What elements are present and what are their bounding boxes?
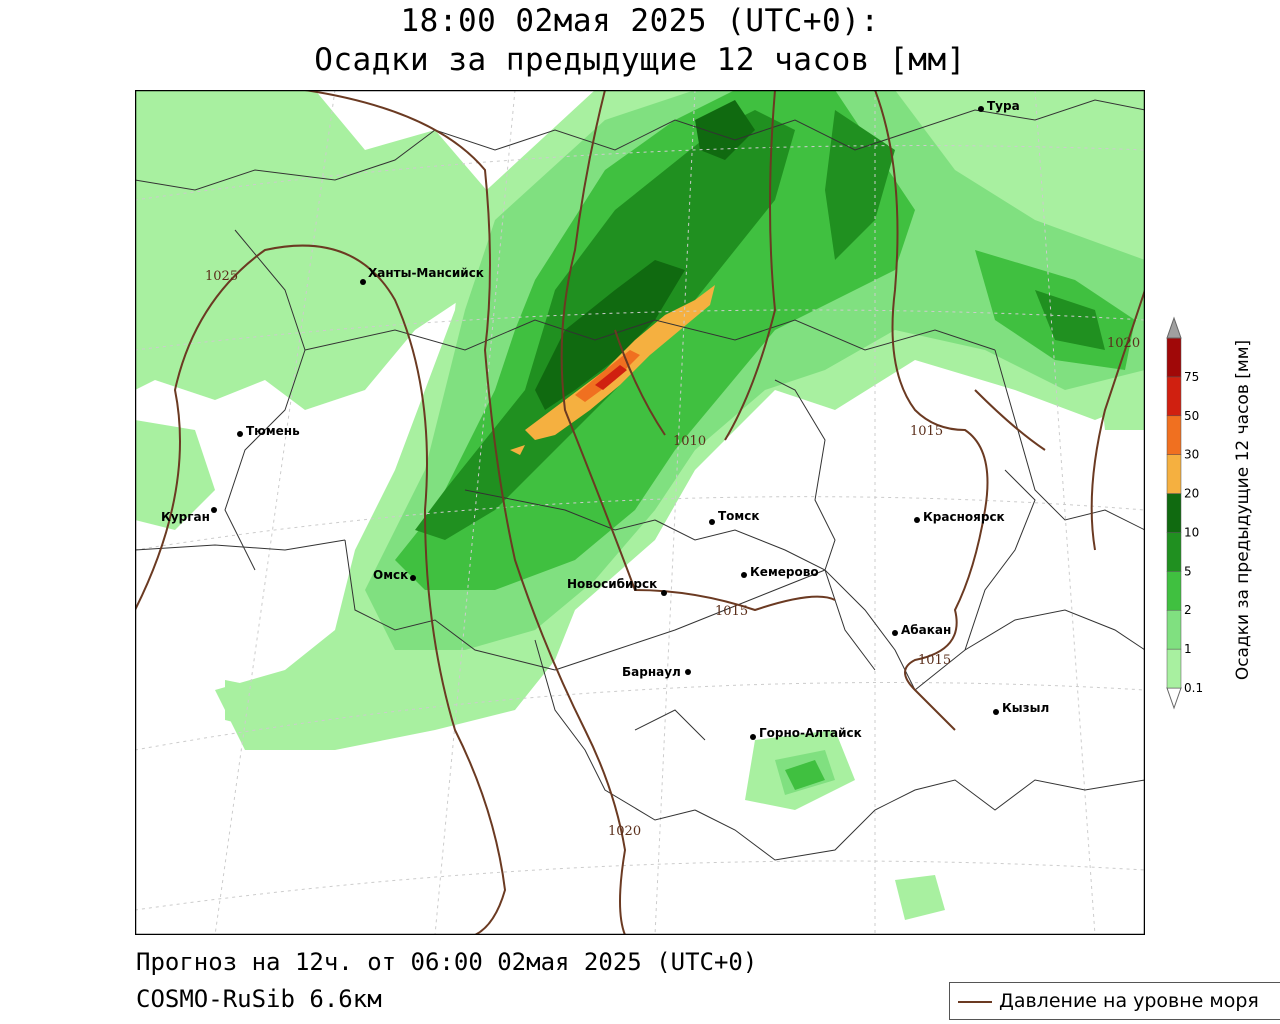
colorbar-band [1166, 337, 1182, 378]
colorbar-tick-label: 1 [1184, 642, 1192, 656]
forecast-info: Прогноз на 12ч. от 06:00 02мая 2025 (UTC… [136, 948, 758, 976]
city-dot [237, 431, 243, 437]
colorbar-band [1166, 454, 1182, 494]
colorbar-band [1166, 648, 1182, 689]
city-label-tura: Тура [987, 99, 1020, 113]
colorbar-tick-label: 20 [1184, 487, 1199, 501]
city-label-kyzyl: Кызыл [1002, 701, 1049, 715]
city-label-novosibirsk: Новосибирск [567, 577, 657, 591]
isobar-label: 1020 [1107, 336, 1140, 351]
map-title-time: 18:00 02мая 2025 (UTC+0): [400, 3, 880, 39]
city-label-kurgan: Курган [161, 510, 210, 524]
isobars [135, 90, 1145, 935]
city-dot [709, 519, 715, 525]
pressure-legend: Давление на уровне моря [949, 982, 1280, 1020]
precipitation-colorbar: 0.1 1 2 5 10 20 30 50 75 [1166, 316, 1203, 710]
city-markers [211, 106, 999, 740]
pressure-legend-label: Давление на уровне моря [999, 990, 1259, 1012]
colorbar-tick-label: 10 [1184, 525, 1199, 539]
city-labels: Тура Ханты-Мансийск Тюмень Курган Омск Т… [161, 99, 1049, 740]
colorbar-band [1166, 571, 1182, 611]
city-dot [685, 669, 691, 675]
city-dot [741, 572, 747, 578]
colorbar-band [1166, 532, 1182, 572]
isobar-label: 1010 [673, 434, 706, 449]
colorbar-tick-label: 5 [1184, 564, 1192, 578]
colorbar-segments [1166, 316, 1182, 710]
map-title-variable: Осадки за предыдущие 12 часов [мм] [314, 42, 966, 78]
isobar-label: 1025 [205, 269, 238, 284]
colorbar-band [1166, 415, 1182, 455]
city-dot [211, 507, 217, 513]
colorbar-ticks: 0.1 1 2 5 10 20 30 50 75 [1184, 370, 1203, 695]
city-label-khanty-mansiysk: Ханты-Мансийск [368, 266, 484, 280]
city-dot [993, 709, 999, 715]
model-name: COSMO-RuSib 6.6км [136, 985, 382, 1013]
colorbar-tick-label: 2 [1184, 603, 1192, 617]
city-label-kemerovo: Кемерово [750, 565, 819, 579]
city-label-omsk: Омск [373, 568, 408, 582]
graticule [135, 90, 1145, 935]
city-label-tyumen: Тюмень [246, 424, 300, 438]
city-dot [978, 106, 984, 112]
isobar-label: 1015 [910, 424, 943, 439]
colorbar-tick-label: 0.1 [1184, 681, 1203, 695]
city-label-gorno-altaysk: Горно-Алтайск [759, 726, 862, 740]
map-frame [135, 90, 1145, 935]
city-dot [661, 590, 667, 596]
isobar-label: 1015 [918, 653, 951, 668]
colorbar-under-triangle [1166, 687, 1182, 710]
colorbar-tick-label: 30 [1184, 448, 1199, 462]
colorbar-tick-label: 75 [1184, 370, 1199, 384]
city-dot [410, 575, 416, 581]
colorbar-band [1166, 493, 1182, 533]
city-dot [892, 630, 898, 636]
colorbar-band [1166, 609, 1182, 650]
isobar-label: 1020 [608, 824, 641, 839]
city-dot [360, 279, 366, 285]
city-label-krasnoyarsk: Красноярск [923, 510, 1005, 524]
city-dot [914, 517, 920, 523]
colorbar-title: Осадки за предыдущие 12 часов [мм] [1233, 339, 1253, 681]
precip-band-orange [510, 285, 715, 455]
isobar-labels: 1025 1010 1015 1020 1015 1015 1020 [205, 269, 1140, 839]
isobar-label: 1015 [715, 604, 748, 619]
pressure-legend-line [958, 1001, 992, 1003]
city-dot [750, 734, 756, 740]
city-label-barnaul: Барнаул [622, 665, 681, 679]
colorbar-tick-label: 50 [1184, 409, 1199, 423]
admin-borders [135, 99, 1145, 861]
colorbar-band [1166, 376, 1182, 417]
city-label-tomsk: Томск [718, 509, 760, 523]
city-label-abakan: Абакан [901, 623, 951, 637]
colorbar-over-triangle [1166, 316, 1182, 339]
precipitation-map: 1025 1010 1015 1020 1015 1015 1020 Тура [135, 90, 1145, 935]
